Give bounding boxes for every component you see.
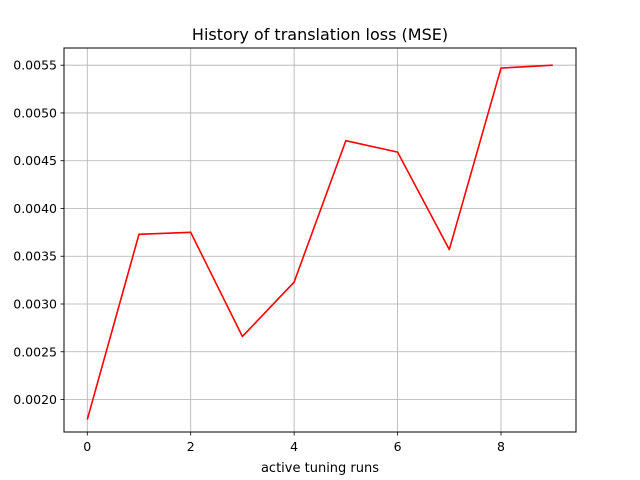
y-tick-label: 0.0050 (13, 105, 57, 120)
y-tick-label: 0.0020 (13, 392, 57, 407)
x-tick-label: 8 (497, 439, 505, 454)
x-axis-label: active tuning runs (261, 461, 379, 476)
y-tick-label: 0.0030 (13, 297, 57, 312)
series-layer (86, 64, 553, 420)
y-axis: 0.0020 0.0025 0.0030 0.0035 0.0040 0.0045 0.00… (13, 58, 64, 407)
y-tick-label: 0.0025 (13, 344, 57, 359)
chart-title: History of translation loss (MSE) (192, 25, 448, 44)
x-tick-label: 6 (394, 439, 402, 454)
x-tick-label: 2 (187, 439, 195, 454)
y-tick-label: 0.0040 (13, 201, 57, 216)
series-line (86, 64, 553, 420)
axes-frame (63, 47, 577, 433)
y-tick-label: 0.0055 (13, 58, 57, 73)
x-tick-label: 0 (83, 439, 91, 454)
grid (64, 48, 576, 432)
y-tick-label: 0.0045 (13, 153, 57, 168)
y-tick-label: 0.0035 (13, 249, 57, 264)
x-axis: 0 2 4 6 8 (83, 432, 505, 454)
x-tick-label: 4 (290, 439, 298, 454)
